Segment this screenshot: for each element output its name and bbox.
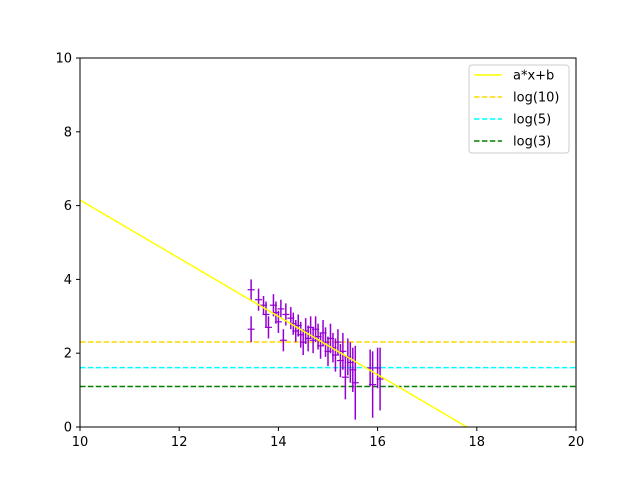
legend-label: log(3) [513,135,551,150]
x-tick-label: 18 [469,435,486,450]
y-tick-label: 6 [64,199,72,214]
x-tick-label: 12 [171,435,188,450]
x-tick-label: 16 [369,435,386,450]
x-tick-label: 14 [270,435,287,450]
x-tick-label: 10 [72,435,89,450]
x-tick-label: 20 [568,435,585,450]
y-tick-label: 4 [64,273,72,288]
y-tick-label: 10 [55,52,72,67]
legend-label: log(10) [513,91,560,106]
legend: a*x+b log(10) log(5) log(3) [469,65,569,153]
y-tick-label: 2 [64,347,72,362]
y-tick-label: 8 [64,125,72,140]
legend-label: log(5) [513,113,551,128]
y-tick-label: 0 [64,421,72,436]
legend-label: a*x+b [513,69,554,84]
